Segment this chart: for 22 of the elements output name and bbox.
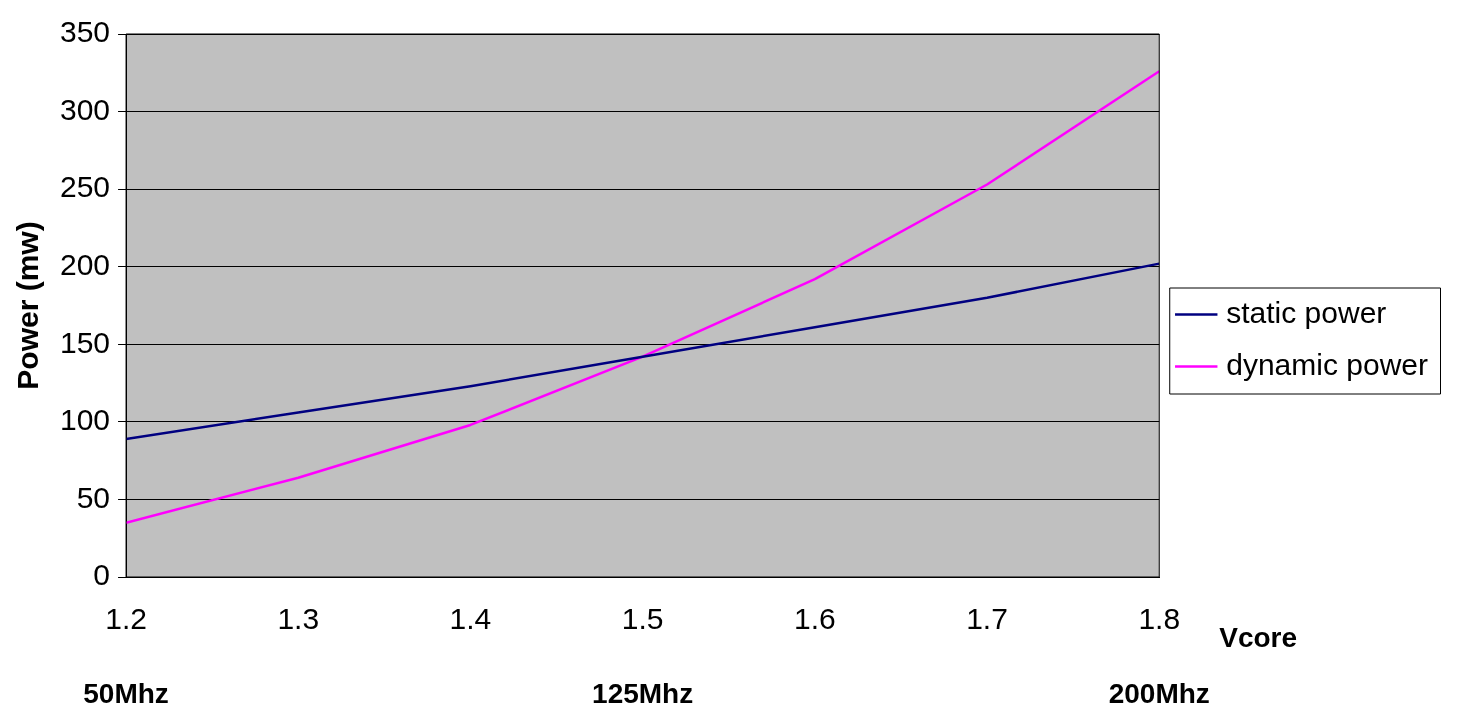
y-tick-label: 350 xyxy=(59,15,111,49)
text: 50Mhz xyxy=(83,677,169,709)
y-tick-label: 0 xyxy=(93,558,111,592)
x-tick-label: 1.4 xyxy=(449,602,492,636)
x-tick-label: 1.5 xyxy=(621,602,664,636)
x-axis-title: Vcore xyxy=(1219,621,1298,653)
y-tick-label: 100 xyxy=(59,403,111,437)
text: 125Mhz xyxy=(592,677,694,709)
x-tick-label: 1.7 xyxy=(966,602,1008,636)
x-tick-label: 1.6 xyxy=(793,602,836,636)
legend-label: static power xyxy=(1226,295,1387,329)
y-tick-label: 250 xyxy=(59,170,111,204)
y-tick-label: 50 xyxy=(76,480,111,514)
x-tick-label: 1.2 xyxy=(105,602,147,636)
x-tick-label: 1.8 xyxy=(1138,602,1181,636)
legend-label: dynamic power xyxy=(1226,347,1429,381)
text: 200Mhz xyxy=(1108,677,1210,709)
y-tick-label: 150 xyxy=(59,325,111,359)
x-tick-label: 1.3 xyxy=(277,602,320,636)
y-axis-title: Power (mw) xyxy=(11,221,45,390)
y-tick-label: 300 xyxy=(59,92,111,126)
y-tick-label: 200 xyxy=(59,247,111,281)
